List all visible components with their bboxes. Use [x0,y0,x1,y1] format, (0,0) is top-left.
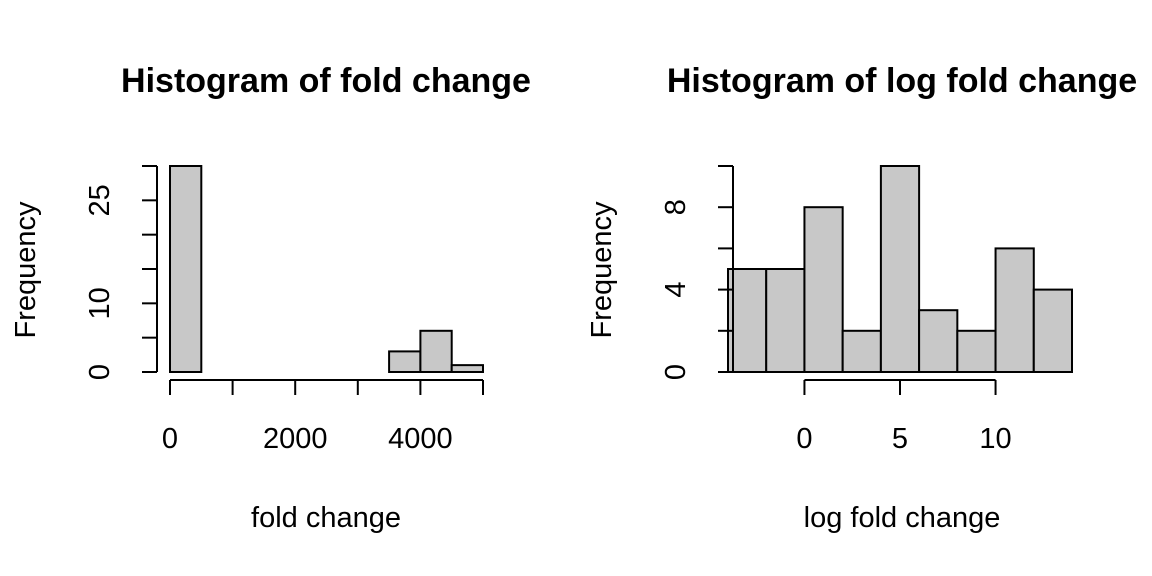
y-tick-label: 10 [84,287,116,319]
histogram-bar [879,165,921,373]
chart-title: Histogram of log fold change [667,62,1137,100]
histogram-bar [727,268,768,373]
x-tick-label: 2000 [263,423,328,455]
chart-title: Histogram of fold change [121,62,531,100]
y-tick-label: 4 [660,282,692,298]
y-axis-label: Frequency [586,201,618,339]
histogram-bar [956,329,997,373]
x-axis-label: fold change [251,502,401,534]
y-axis-label: Frequency [10,201,42,339]
histogram-bar [841,329,882,373]
histogram-bar [803,206,844,373]
histogram-bar [1032,288,1074,374]
histogram-bar [994,247,1035,373]
x-tick-label: 4000 [388,423,453,455]
x-axis-label: log fold change [804,502,1001,534]
histogram-bar [419,329,453,373]
y-tick-label: 0 [84,364,116,380]
histogram-bar [388,350,422,373]
y-tick-label: 0 [660,364,692,380]
histogram-bar [765,268,806,373]
x-tick-label: 5 [892,423,908,455]
x-tick-label: 0 [162,423,178,455]
fold-change-histogram-panel: Histogram of fold change fold change Fre… [10,62,531,534]
x-tick-label: 0 [796,423,812,455]
histogram-bar [450,364,485,373]
y-tick-label: 8 [660,199,692,215]
histogram-bar [169,165,203,373]
y-tick-label: 25 [84,184,116,216]
histogram-bar [918,309,959,374]
x-tick-label: 10 [979,423,1011,455]
log-fold-change-histogram-panel: Histogram of log fold change log fold ch… [586,62,1137,534]
